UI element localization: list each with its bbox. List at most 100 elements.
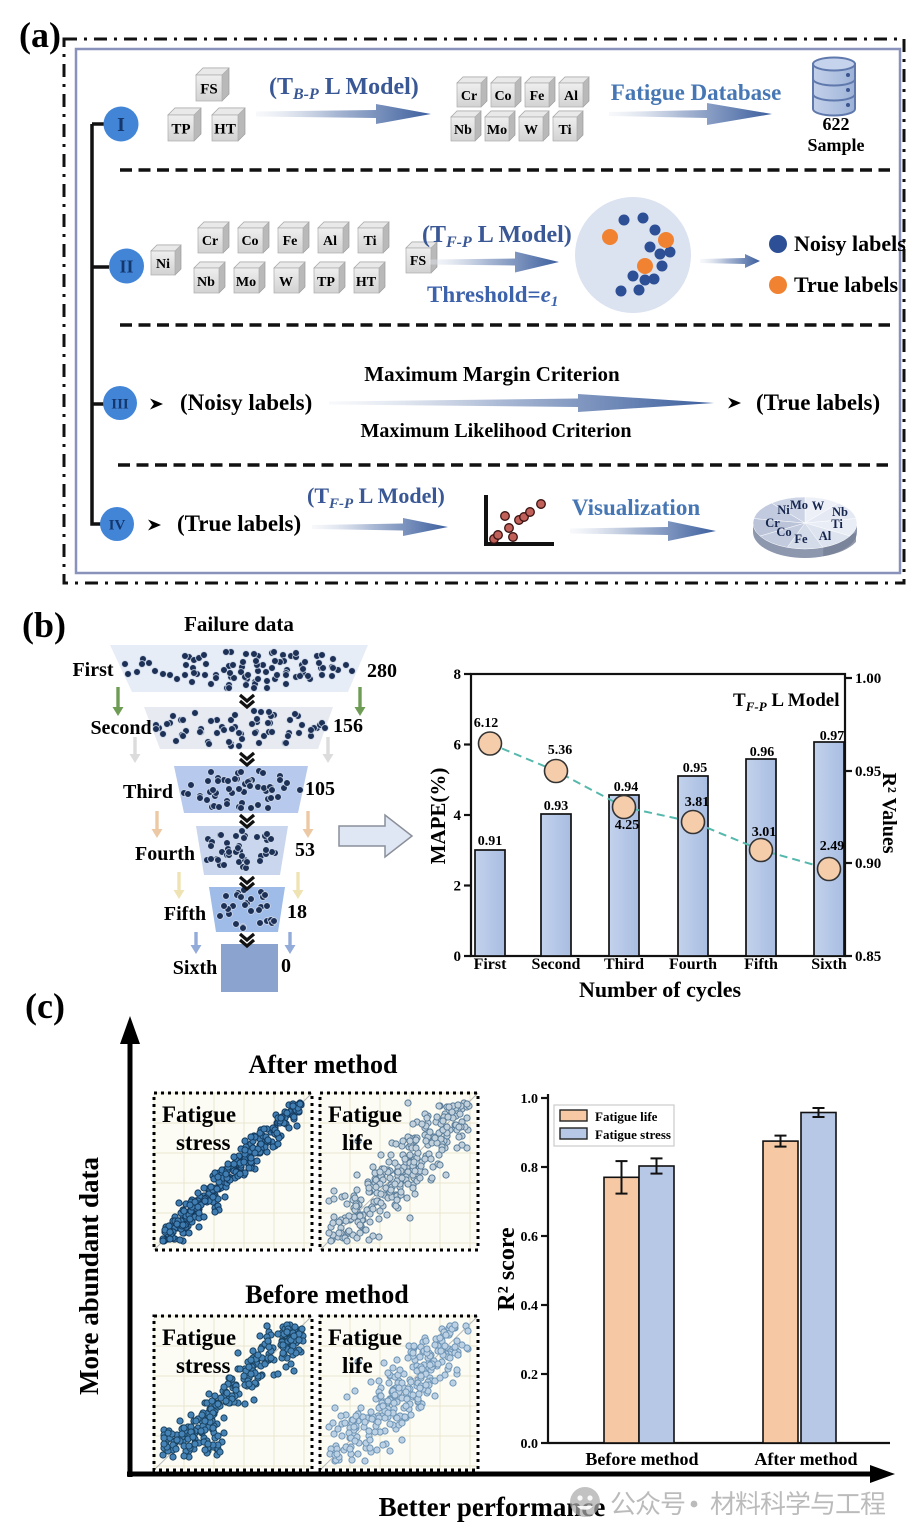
- svg-text:4.25: 4.25: [615, 818, 640, 833]
- svg-text:3.81: 3.81: [685, 795, 710, 810]
- svg-text:W: W: [524, 123, 538, 138]
- svg-text:Maximum Likelihood Criterion: Maximum Likelihood Criterion: [360, 420, 631, 442]
- svg-text:Fe: Fe: [530, 89, 545, 104]
- svg-text:III: III: [111, 396, 129, 412]
- svg-text:Ni: Ni: [156, 257, 170, 272]
- svg-text:MAPE(%): MAPE(%): [426, 768, 450, 865]
- svg-text:IV: IV: [109, 517, 126, 533]
- svg-text:Number of cycles: Number of cycles: [579, 977, 742, 1002]
- svg-text:(Noisy labels): (Noisy labels): [180, 390, 312, 415]
- svg-text:Fifth: Fifth: [744, 956, 778, 973]
- svg-text:Al: Al: [564, 89, 578, 104]
- svg-text:stress: stress: [176, 1130, 231, 1155]
- svg-text:2.49: 2.49: [820, 839, 845, 854]
- svg-text:0.85: 0.85: [855, 949, 881, 965]
- svg-text:Second: Second: [90, 717, 151, 739]
- svg-text:Noisy labels: Noisy labels: [794, 231, 906, 256]
- svg-text:Third: Third: [123, 781, 173, 803]
- svg-text:4: 4: [454, 808, 462, 824]
- svg-text:0.90: 0.90: [855, 856, 881, 872]
- svg-text:Fatigue: Fatigue: [328, 1325, 402, 1350]
- svg-text:6: 6: [454, 738, 462, 754]
- svg-text:Fatigue Database: Fatigue Database: [611, 80, 782, 105]
- svg-text:(TB-P L Model): (TB-P L Model): [269, 74, 419, 103]
- svg-text:More abundant data: More abundant data: [74, 1156, 104, 1395]
- svg-text:Threshold=e1: Threshold=e1: [427, 282, 558, 310]
- svg-text:0.93: 0.93: [544, 799, 569, 814]
- svg-text:II: II: [119, 256, 133, 276]
- svg-text:0.91: 0.91: [478, 834, 503, 849]
- svg-text:FS: FS: [410, 254, 427, 269]
- svg-text:W: W: [812, 499, 825, 513]
- svg-text:0.96: 0.96: [750, 745, 775, 760]
- svg-text:Before method: Before method: [585, 1449, 698, 1469]
- svg-text:0.6: 0.6: [521, 1230, 539, 1245]
- svg-text:Ti: Ti: [831, 517, 843, 531]
- svg-text:After method: After method: [249, 1050, 399, 1079]
- svg-text:First: First: [72, 659, 113, 681]
- svg-text:0.8: 0.8: [521, 1161, 539, 1176]
- svg-text:TP: TP: [317, 275, 335, 290]
- svg-text:(c): (c): [25, 986, 65, 1026]
- svg-text:Fatigue stress: Fatigue stress: [595, 1127, 671, 1142]
- svg-text:Mo: Mo: [790, 498, 808, 512]
- svg-text:280: 280: [367, 660, 397, 682]
- svg-text:Co: Co: [241, 234, 258, 249]
- svg-text:Visualization: Visualization: [572, 495, 700, 520]
- svg-text:Cr: Cr: [765, 516, 780, 530]
- svg-text:HT: HT: [356, 275, 377, 290]
- svg-text:(True labels): (True labels): [756, 390, 880, 415]
- svg-text:53: 53: [295, 839, 315, 861]
- svg-text:0.95: 0.95: [683, 761, 708, 776]
- svg-text:R² Values: R² Values: [878, 772, 900, 853]
- svg-text:2: 2: [454, 879, 462, 895]
- svg-text:Cr: Cr: [461, 89, 477, 104]
- svg-text:0: 0: [281, 955, 291, 977]
- svg-text:Fifth: Fifth: [164, 903, 206, 925]
- svg-text:Better performance: Better performance: [379, 1492, 606, 1522]
- svg-text:W: W: [279, 275, 293, 290]
- svg-text:Fatigue life: Fatigue life: [595, 1109, 658, 1124]
- svg-text:After method: After method: [754, 1449, 857, 1469]
- svg-text:0.0: 0.0: [521, 1437, 539, 1452]
- svg-text:8: 8: [454, 667, 462, 683]
- svg-text:Nb: Nb: [197, 275, 215, 290]
- svg-text:6.12: 6.12: [474, 716, 499, 731]
- svg-text:I: I: [117, 114, 125, 136]
- svg-text:life: life: [342, 1130, 373, 1155]
- svg-text:Fe: Fe: [794, 532, 808, 546]
- svg-text:0.4: 0.4: [521, 1299, 539, 1314]
- svg-text:0.97: 0.97: [820, 729, 845, 744]
- svg-text:Before method: Before method: [245, 1280, 409, 1309]
- svg-text:Fourth: Fourth: [669, 956, 717, 973]
- svg-text:TP: TP: [171, 121, 190, 137]
- svg-text:0.95: 0.95: [855, 764, 881, 780]
- svg-text:True labels: True labels: [794, 272, 899, 297]
- svg-text:Co: Co: [494, 89, 511, 104]
- svg-text:(b): (b): [22, 605, 66, 645]
- svg-text:Al: Al: [323, 234, 337, 249]
- svg-text:First: First: [474, 956, 508, 973]
- svg-text:Fatigue: Fatigue: [328, 1102, 402, 1127]
- svg-text:Sixth: Sixth: [811, 956, 847, 973]
- svg-text:Ni: Ni: [777, 503, 790, 517]
- svg-text:1.00: 1.00: [855, 671, 881, 687]
- svg-text:Nb: Nb: [832, 505, 848, 519]
- svg-text:1.0: 1.0: [521, 1092, 539, 1107]
- svg-text:(a): (a): [19, 15, 61, 55]
- svg-text:Failure data: Failure data: [184, 612, 294, 636]
- svg-text:Fatigue: Fatigue: [162, 1102, 236, 1127]
- svg-text:FS: FS: [200, 81, 218, 97]
- svg-text:Nb: Nb: [454, 123, 472, 138]
- svg-text:Fe: Fe: [283, 234, 298, 249]
- svg-text:Fourth: Fourth: [135, 843, 195, 865]
- svg-text:622: 622: [823, 114, 850, 134]
- svg-text:5.36: 5.36: [548, 743, 573, 758]
- svg-text:Al: Al: [819, 529, 832, 543]
- svg-text:Cr: Cr: [202, 234, 218, 249]
- svg-text:0: 0: [454, 949, 462, 965]
- svg-text:Mo: Mo: [487, 123, 507, 138]
- svg-text:life: life: [342, 1353, 373, 1378]
- svg-text:(True labels): (True labels): [177, 511, 301, 536]
- svg-text:0.2: 0.2: [521, 1368, 539, 1383]
